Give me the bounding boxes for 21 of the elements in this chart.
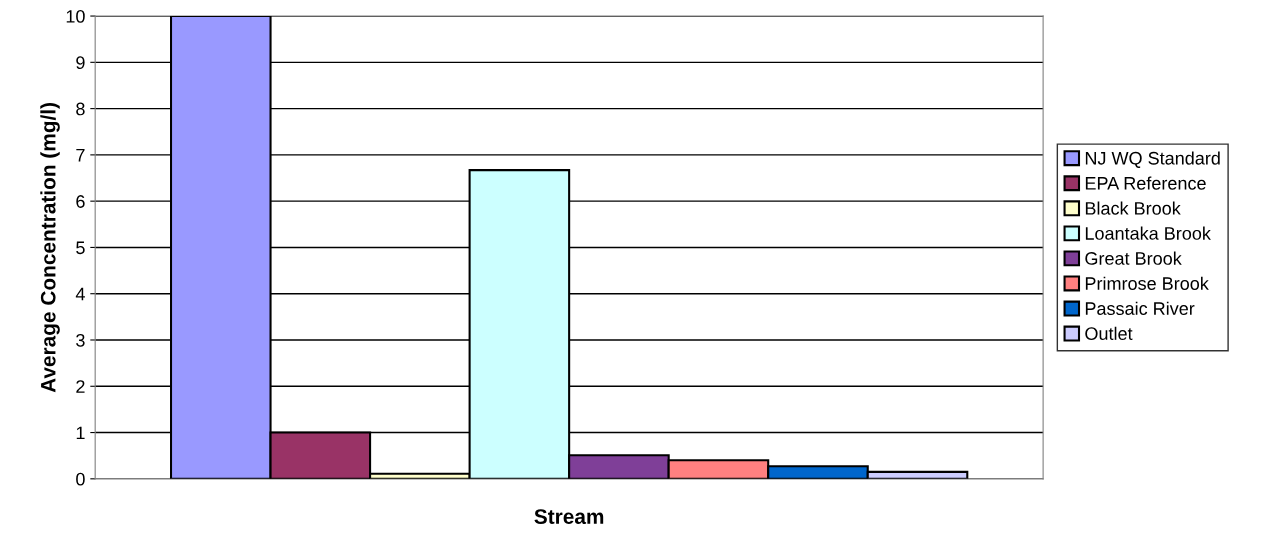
legend-label: Black Brook (1085, 201, 1181, 215)
y-tick-label: 7 (76, 149, 85, 162)
legend-label: Passaic River (1085, 301, 1195, 315)
y-axis-title: Average Concentration (mg/l) (40, 103, 60, 393)
legend-label: EPA Reference (1085, 176, 1206, 190)
y-tick-label: 10 (66, 9, 85, 23)
legend-label: Outlet (1085, 326, 1133, 341)
y-tick-label: 6 (76, 195, 85, 208)
y-tick-label: 0 (76, 472, 85, 486)
y-tick-label: 4 (75, 287, 85, 301)
y-tick-label: 3 (76, 333, 85, 347)
y-tick-label: 1 (76, 426, 85, 440)
legend-label: Primrose Brook (1085, 276, 1209, 290)
legend-label: Great Brook (1085, 251, 1182, 265)
y-tick-label: 9 (76, 56, 85, 70)
y-tick-label: 8 (76, 102, 85, 116)
legend-label: NJ WQ Standard (1085, 151, 1220, 168)
y-tick-label: 2 (76, 380, 85, 393)
y-tick-label: 5 (76, 241, 85, 255)
x-axis-title: Stream (534, 509, 604, 524)
legend-label: Loantaka Brook (1085, 226, 1211, 240)
